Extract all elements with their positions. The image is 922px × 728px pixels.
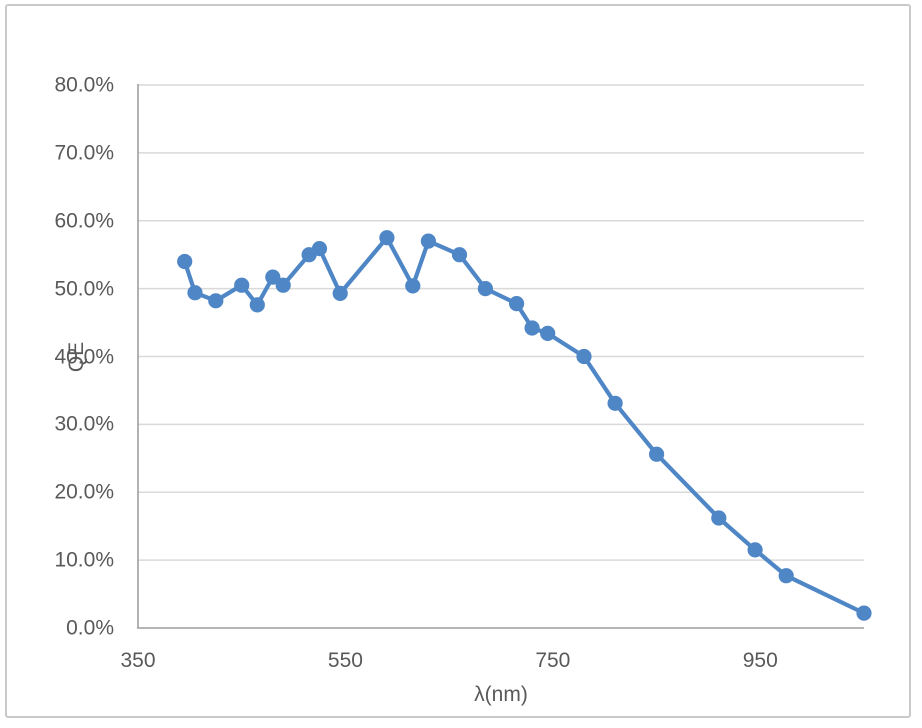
chart-object-frame[interactable] — [5, 4, 911, 718]
x-axis-title: λ(nm) — [474, 683, 528, 706]
data-point-marker — [477, 281, 493, 297]
data-point-marker — [856, 605, 872, 621]
data-point-marker — [265, 269, 281, 285]
data-point-marker — [508, 296, 525, 312]
data-point-marker — [711, 510, 727, 526]
y-axis-tick-label: 30.0% — [54, 412, 114, 436]
y-axis-tick-label: 40.0% — [54, 345, 114, 368]
data-point-marker — [177, 253, 193, 270]
data-point-marker — [540, 325, 556, 341]
x-axis-tick-label: 350 — [120, 649, 156, 672]
y-axis-tick-label: 20.0% — [54, 480, 114, 504]
y-axis-title: QE — [65, 341, 88, 372]
x-axis-tick-label: 750 — [535, 649, 571, 672]
y-axis-tick-label: 60.0% — [54, 209, 114, 233]
y-axis-tick-label: 70.0% — [54, 141, 114, 165]
data-point-marker — [451, 247, 468, 263]
data-point-marker — [187, 285, 203, 301]
data-point-marker — [311, 241, 328, 257]
data-point-marker — [275, 277, 291, 293]
data-point-marker — [208, 293, 224, 309]
data-point-marker — [576, 348, 592, 365]
y-axis-tick-label: 50.0% — [54, 277, 114, 301]
data-point-marker — [747, 542, 763, 558]
data-point-marker — [649, 446, 665, 462]
data-point-marker — [778, 568, 794, 584]
data-point-marker — [420, 233, 436, 249]
y-axis-tick-label: 0.0% — [66, 616, 114, 640]
data-point-marker — [234, 277, 250, 293]
y-axis-tick-label: 10.0% — [54, 548, 114, 572]
x-axis-tick-label: 550 — [327, 649, 363, 672]
data-point-marker — [405, 278, 421, 294]
qe-series-line — [182, 235, 867, 616]
data-point-marker — [249, 297, 265, 313]
data-point-marker — [607, 395, 623, 411]
data-point-marker — [379, 230, 395, 246]
x-axis-tick-label: 950 — [742, 649, 778, 672]
data-point-marker — [332, 285, 348, 301]
data-point-marker — [524, 320, 540, 336]
y-axis-tick-label: 80.0% — [54, 73, 114, 97]
